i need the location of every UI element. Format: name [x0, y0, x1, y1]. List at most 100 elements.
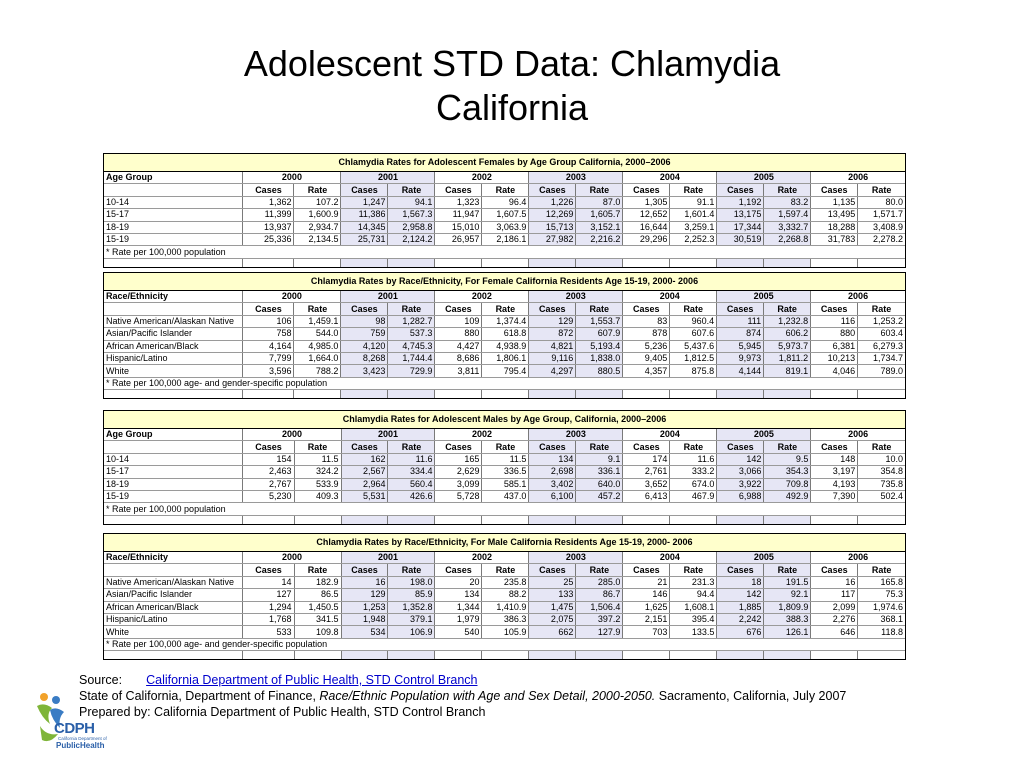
- rate-cell: 1,806.1: [481, 352, 530, 366]
- cases-cell: 134: [434, 588, 483, 602]
- rate-header: Rate: [763, 440, 812, 454]
- rate-header: Rate: [857, 563, 905, 577]
- spacer-cell: [528, 515, 577, 524]
- spacer-cell: [858, 651, 905, 660]
- cases-header: Cases: [341, 563, 389, 577]
- cases-cell: 146: [622, 588, 671, 602]
- cases-cell: 133: [528, 588, 577, 602]
- cases-cell: 2,698: [528, 465, 577, 479]
- rate-header: Rate: [481, 440, 530, 454]
- spacer-cell: [340, 389, 389, 399]
- rate-header: Rate: [575, 302, 624, 316]
- cases-cell: 9,405: [622, 352, 671, 366]
- row-label-header: Race/Ethnicity: [104, 290, 244, 304]
- spacer-cell: [575, 515, 624, 524]
- spacer-cell: [575, 650, 624, 660]
- cases-cell: 154: [242, 453, 295, 467]
- year-header: 2000: [242, 428, 342, 442]
- cases-cell: 874: [716, 327, 765, 341]
- row-label: 18-19: [104, 478, 244, 491]
- spacer-cell: [242, 258, 295, 267]
- table-female-age-group: Chlamydia Rates for Adolescent Females b…: [103, 153, 906, 268]
- year-header-row: Race/Ethnicity 2000 2001 2002 2003 2004 2005 20…: [104, 290, 905, 304]
- cases-header: Cases: [622, 183, 671, 197]
- cases-cell: 1,344: [434, 601, 483, 614]
- rate-cell: 11.5: [481, 453, 530, 467]
- rate-cell: 1,734.7: [857, 352, 905, 366]
- row-label: 15-19: [104, 490, 244, 504]
- cases-cell: 174: [622, 453, 671, 467]
- cases-cell: 2,242: [716, 613, 765, 627]
- cases-cell: 646: [810, 625, 859, 639]
- table-title-row: Chlamydia Rates for Adolescent Males by …: [104, 411, 905, 429]
- rate-cell: 533.9: [294, 478, 342, 491]
- cases-header: Cases: [622, 440, 671, 454]
- cases-header: Cases: [810, 440, 859, 454]
- cases-cell: 165: [434, 453, 483, 467]
- data-table: Chlamydia Rates for Adolescent Males by …: [104, 411, 905, 524]
- rate-cell: 10.0: [857, 453, 905, 467]
- cases-cell: 29,296: [622, 233, 671, 247]
- sub-header-row: Cases Rate Cases Rate Cases Rate Cases Rate Case…: [104, 563, 905, 577]
- spacer-cell: [716, 515, 765, 524]
- source-line-2: State of California, Department of Finan…: [79, 688, 846, 704]
- spacer-cell: [669, 258, 718, 267]
- sub-header-blank: [104, 563, 244, 577]
- spacer-cell: [481, 258, 530, 267]
- cases-header: Cases: [242, 302, 295, 316]
- cases-cell: 21: [622, 576, 671, 590]
- title-line-1: Adolescent STD Data: Chlamydia: [243, 43, 781, 84]
- table-row: 15-17 11,399 1,600.9 11,386 1,567.3 11,947 1,6…: [104, 208, 905, 222]
- cases-header: Cases: [810, 183, 859, 197]
- table-row: 10-14 1,362 107.2 1,247 94.1 1,323 96.4 1,226 87…: [104, 196, 905, 210]
- rate-cell: 1,459.1: [293, 315, 342, 329]
- cases-header: Cases: [716, 440, 765, 454]
- cases-cell: 2,099: [810, 601, 859, 614]
- logo-subtitle: California Department of: [58, 736, 107, 741]
- row-label: African American/Black: [104, 601, 244, 614]
- cases-header: Cases: [528, 302, 577, 316]
- spacer-cell: [434, 258, 483, 267]
- cases-cell: 1,362: [242, 196, 295, 210]
- rate-cell: 960.4: [669, 315, 718, 329]
- spacer-cell: [622, 650, 671, 660]
- rate-cell: 1,553.7: [575, 315, 624, 329]
- table-title-row: Chlamydia Rates by Race/Ethnicity, For F…: [104, 273, 905, 291]
- title-line-2: California: [435, 87, 589, 128]
- cases-cell: 6,381: [810, 340, 859, 353]
- rate-cell: 2,134.5: [293, 233, 342, 247]
- rate-cell: 395.4: [669, 613, 718, 627]
- cases-cell: 662: [528, 625, 577, 639]
- cases-cell: 11,399: [242, 208, 295, 222]
- cases-cell: 3,197: [810, 465, 859, 479]
- cases-cell: 878: [622, 327, 671, 341]
- rate-cell: 11.6: [387, 453, 436, 467]
- rate-cell: 3,259.1: [669, 221, 718, 234]
- year-header: 2000: [242, 290, 342, 304]
- table-row: 18-19 2,767 533.9 2,964 560.4 3,099 585.1 3,402…: [104, 478, 905, 491]
- cases-header: Cases: [810, 563, 859, 577]
- cases-cell: 3,402: [528, 478, 577, 491]
- rate-cell: 1,567.3: [387, 208, 436, 222]
- rate-cell: 1,232.8: [763, 315, 812, 329]
- table-male-race-ethnicity: Chlamydia Rates by Race/Ethnicity, For M…: [103, 533, 906, 661]
- rate-cell: 2,124.2: [387, 233, 436, 247]
- spacer-cell: [716, 389, 765, 399]
- row-label: 18-19: [104, 221, 244, 234]
- data-table: Chlamydia Rates for Adolescent Females b…: [104, 154, 905, 267]
- rate-cell: 5,193.4: [575, 340, 624, 353]
- rate-cell: 674.0: [669, 478, 718, 491]
- cases-cell: 26,957: [434, 233, 483, 247]
- rate-cell: 618.8: [481, 327, 530, 341]
- rate-cell: 735.8: [857, 478, 905, 491]
- cases-cell: 4,193: [810, 478, 859, 491]
- cases-cell: 162: [341, 453, 389, 467]
- rate-cell: 88.2: [481, 588, 530, 602]
- source-link[interactable]: California Department of Public Health, …: [146, 673, 478, 687]
- table-row: Asian/Pacific Islander 758 544.0 759 537.3 88…: [104, 327, 905, 341]
- sub-header-blank: [104, 183, 244, 197]
- rate-header: Rate: [387, 563, 436, 577]
- cases-cell: 2,151: [622, 613, 671, 627]
- spacer-cell: [716, 258, 765, 267]
- rate-cell: 6,279.3: [857, 340, 905, 353]
